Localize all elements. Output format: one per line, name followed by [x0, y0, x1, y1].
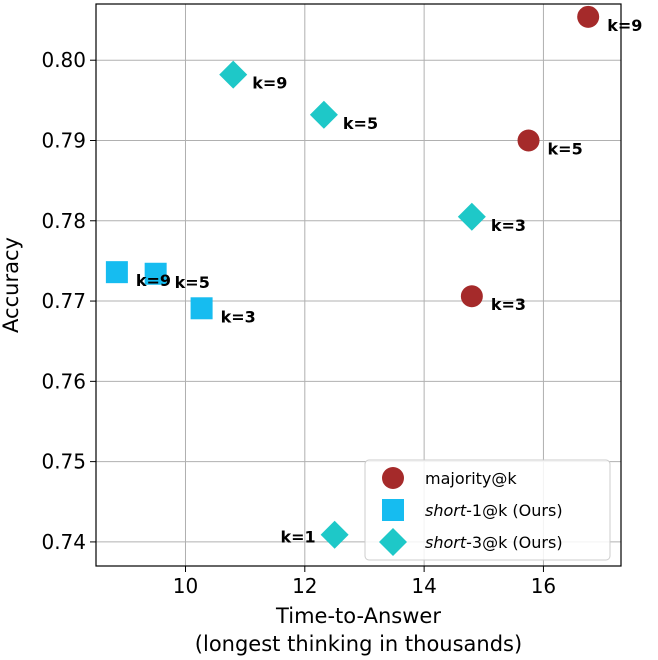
square-point [105, 261, 128, 284]
point-label: k=3 [491, 295, 526, 314]
y-tick-label: 0.80 [41, 48, 86, 72]
point-label: k=3 [491, 216, 526, 235]
axis-ticks: 10 12 14 16 0.74 0.75 0.76 0.77 0.78 0.79 0.80 [41, 48, 556, 598]
square-point [190, 297, 213, 320]
point-label: k=3 [221, 307, 256, 326]
data-points: k=3k=5k=9k=3k=5k=9k=1k=3k=5k=9 [105, 5, 642, 549]
legend-label: short-1@k (Ours) [425, 501, 563, 520]
point-label: k=9 [607, 16, 642, 35]
legend-label: short-3@k (Ours) [425, 533, 563, 552]
y-tick-label: 0.74 [41, 530, 86, 554]
y-tick-label: 0.79 [41, 128, 86, 152]
diamond-point [219, 60, 248, 89]
y-axis-label: Accuracy [0, 237, 23, 333]
legend-circle-icon [382, 467, 404, 489]
x-axis-label: Time-to-Answer [275, 604, 441, 628]
diamond-point [457, 202, 486, 231]
diamond-point [309, 100, 338, 129]
point-label: k=9 [136, 271, 171, 290]
legend-label: majority@k [425, 469, 517, 488]
y-tick-label: 0.78 [41, 209, 86, 233]
circle-point [577, 5, 600, 28]
point-label: k=9 [252, 74, 287, 93]
y-tick-label: 0.75 [41, 450, 86, 474]
x-axis-label-line2: (longest thinking in thousands) [195, 632, 522, 656]
y-tick-label: 0.76 [41, 369, 86, 393]
legend-diamond-icon [379, 528, 407, 556]
point-label: k=1 [280, 528, 315, 547]
square-point [144, 262, 167, 285]
point-label: k=5 [548, 139, 583, 158]
legend-square-icon [382, 499, 404, 521]
point-label: k=5 [343, 114, 378, 133]
diamond-point [320, 520, 349, 549]
x-tick-label: 14 [411, 574, 436, 598]
circle-point [460, 285, 483, 308]
circle-point [517, 129, 540, 152]
plot-frame [95, 3, 622, 567]
y-tick-label: 0.77 [41, 289, 86, 313]
point-label: k=5 [175, 273, 210, 292]
x-tick-label: 16 [531, 574, 556, 598]
legend: majority@k short-1@k (Ours) short-3@k (Our… [364, 459, 611, 561]
legend-box [364, 459, 611, 561]
x-tick-label: 12 [292, 574, 317, 598]
x-tick-label: 10 [173, 574, 198, 598]
